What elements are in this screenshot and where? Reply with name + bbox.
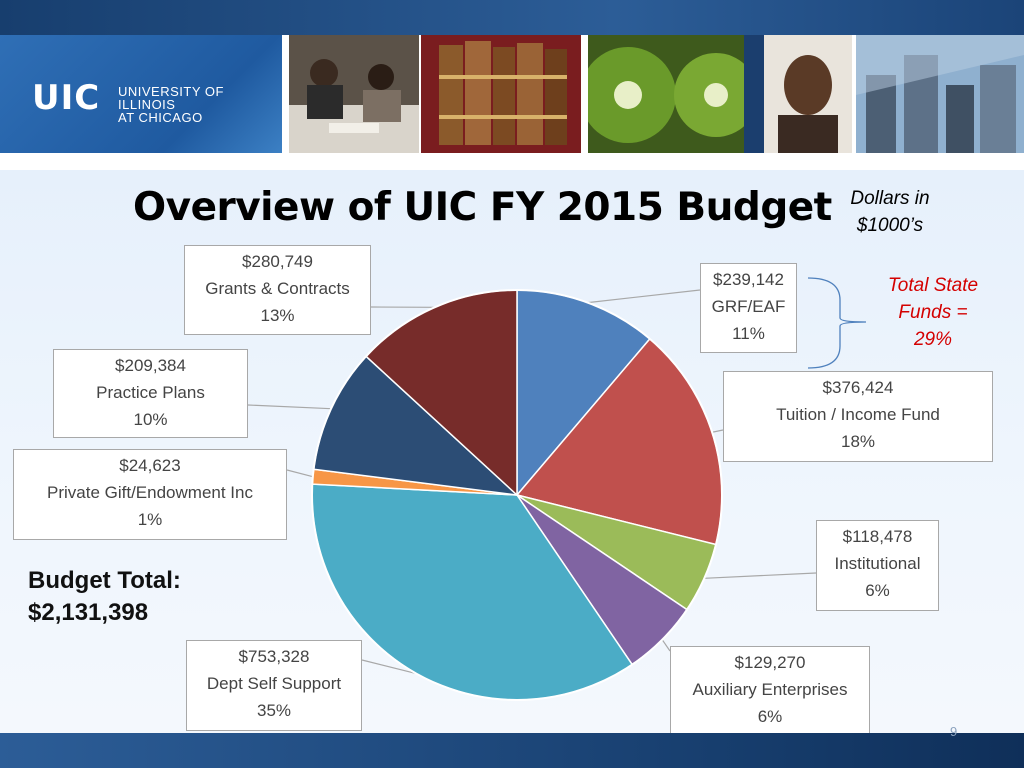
slide-title: Overview of UIC FY 2015 Budget <box>133 185 832 230</box>
callout-grf-eaf: $239,142 GRF/EAF 11% <box>700 263 797 353</box>
uic-logo: UIC <box>32 78 101 118</box>
leader-line <box>704 572 817 579</box>
callout-amount: $376,424 <box>822 378 894 397</box>
units-note: Dollars in $1000’s <box>838 185 942 239</box>
leader-line <box>712 429 724 433</box>
leader-line <box>286 469 313 478</box>
callout-amount: $239,142 <box>713 270 784 289</box>
callout-auxiliary: $129,270 Auxiliary Enterprises 6% <box>670 646 870 737</box>
uic-logo-area: UIC UNIVERSITY OF ILLINOIS AT CHICAGO <box>0 35 282 153</box>
header-banner: UIC UNIVERSITY OF ILLINOIS AT CHICAGO <box>0 35 1024 153</box>
leader-lines <box>247 289 817 675</box>
callout-amount: $24,623 <box>119 456 181 475</box>
top-banner-bar <box>0 0 1024 35</box>
callout-label: Tuition / Income Fund <box>776 405 940 424</box>
budget-total: Budget Total: $2,131,398 <box>28 565 181 629</box>
navy-divider-strip <box>744 35 764 153</box>
pie-outline <box>311 289 723 701</box>
students-studying-photo <box>289 35 419 153</box>
student-portrait-photo <box>764 35 852 153</box>
callout-percent: 11% <box>732 324 765 343</box>
old-books-photo <box>421 35 581 153</box>
units-note-line2: $1000’s <box>856 215 924 236</box>
callout-label: GRF/EAF <box>711 297 786 316</box>
callout-dept-self-support: $753,328 Dept Self Support 35% <box>186 640 362 731</box>
university-name-line1: UNIVERSITY OF ILLINOIS <box>118 84 224 112</box>
slide-number: 9 <box>950 724 958 739</box>
university-name-line2: AT CHICAGO <box>118 110 203 125</box>
callout-label: Practice Plans <box>96 383 205 402</box>
callout-private-gift: $24,623 Private Gift/Endowment Inc 1% <box>13 449 287 540</box>
units-note-line1: Dollars in <box>850 188 930 209</box>
callout-practice-plans: $209,384 Practice Plans 10% <box>53 349 248 438</box>
callout-amount: $280,749 <box>242 252 313 271</box>
leader-line <box>361 659 417 675</box>
pie-slices <box>311 289 723 701</box>
state-funds-note-line1: Total State <box>887 275 979 296</box>
callout-percent: 10% <box>133 410 168 429</box>
callout-grants-contracts: $280,749 Grants & Contracts 13% <box>184 245 371 335</box>
callout-amount: $209,384 <box>115 356 186 375</box>
state-funds-note-line3: 29% <box>913 329 953 350</box>
callout-tuition: $376,424 Tuition / Income Fund 18% <box>723 371 993 462</box>
callout-label: Grants & Contracts <box>205 279 350 298</box>
callout-percent: 6% <box>757 707 783 726</box>
budget-total-label: Budget Total: <box>28 567 181 594</box>
kiwi-fruit-photo <box>588 35 744 153</box>
leader-line <box>661 639 671 652</box>
callout-percent: 18% <box>840 432 876 451</box>
callout-label: Dept Self Support <box>206 674 342 693</box>
callout-label: Institutional <box>834 554 921 573</box>
callout-percent: 35% <box>256 701 292 720</box>
callout-percent: 13% <box>260 306 295 325</box>
leader-line <box>247 404 332 410</box>
budget-total-value: $2,131,398 <box>28 599 149 626</box>
callout-percent: 1% <box>137 510 163 529</box>
leader-line <box>587 289 701 304</box>
callout-label: Private Gift/Endowment Inc <box>47 483 253 502</box>
university-name: UNIVERSITY OF ILLINOIS AT CHICAGO <box>118 85 282 124</box>
callout-label: Auxiliary Enterprises <box>692 680 848 699</box>
state-funds-note: Total State Funds = 29% <box>872 272 994 353</box>
callout-percent: 6% <box>865 581 890 600</box>
callout-amount: $129,270 <box>734 653 806 672</box>
callout-institutional: $118,478 Institutional 6% <box>816 520 939 611</box>
city-skyline-photo <box>856 35 1024 153</box>
state-funds-note-line2: Funds = <box>898 302 968 323</box>
callout-amount: $118,478 <box>842 527 913 546</box>
bottom-banner-bar <box>0 733 1024 768</box>
callout-amount: $753,328 <box>238 647 310 666</box>
